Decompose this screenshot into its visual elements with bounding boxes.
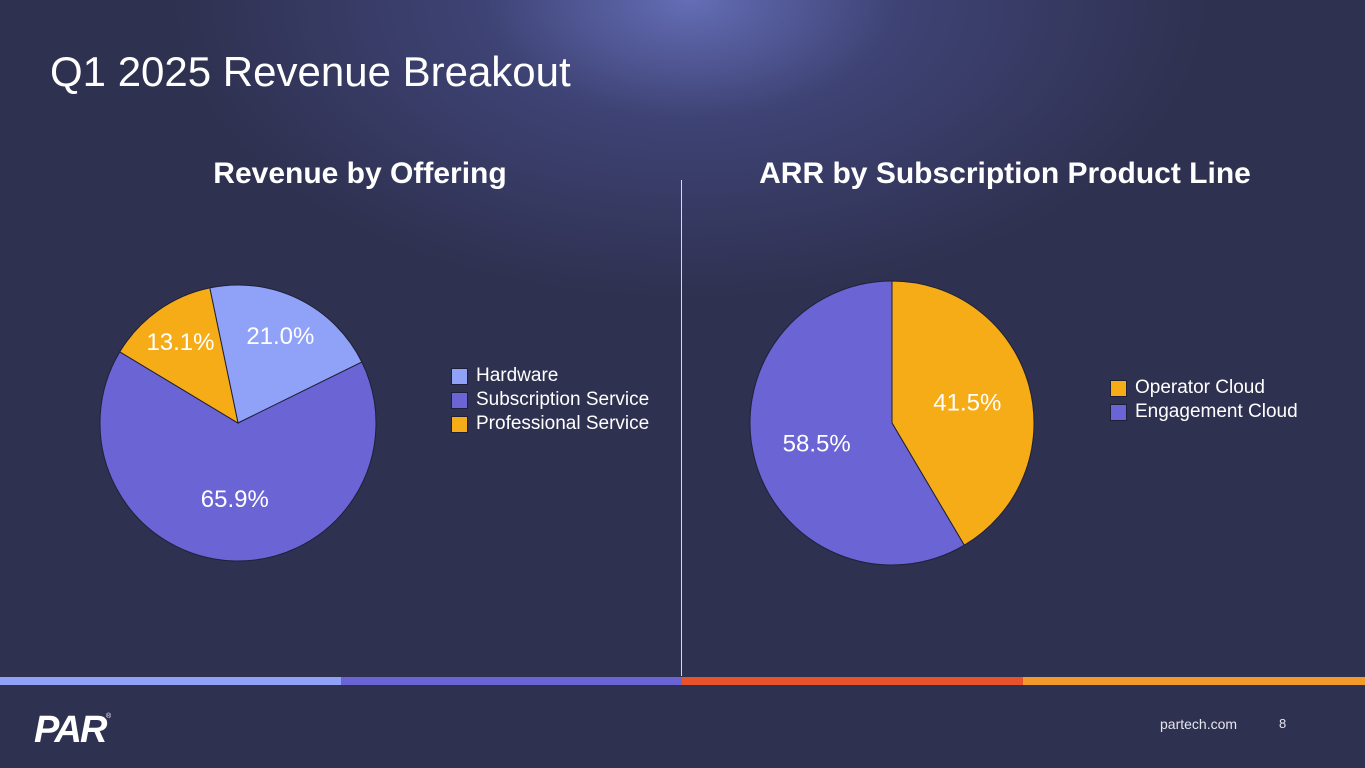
legend-revenue-by-offering: Hardware Subscription Service Profession… (451, 364, 649, 436)
data-label-subscription-service: 65.9% (201, 486, 269, 513)
footer-stripe-3 (682, 677, 1024, 685)
pie-slice-professional-service (119, 287, 239, 425)
legend-swatch-subscription-service (451, 391, 468, 409)
legend-item-hardware: Hardware (451, 364, 649, 388)
legend-swatch-operator-cloud (1110, 379, 1127, 397)
footer-stripe-2 (341, 677, 683, 685)
slide-title: Q1 2025 Revenue Breakout (50, 48, 571, 95)
data-label-hardware: 21.0% (246, 323, 314, 350)
chart-title-revenue-by-offering: Revenue by Offering (213, 157, 507, 190)
pie-slice-hardware (209, 284, 363, 424)
legend-swatch-professional-service (451, 415, 468, 433)
svg-text:®: ® (106, 712, 112, 720)
chart-title-arr-by-product-line: ARR by Subscription Product Line (759, 157, 1251, 190)
data-label-operator-cloud: 41.5% (933, 389, 1001, 416)
svg-text:PAR: PAR (34, 709, 108, 746)
chart-divider (681, 180, 682, 676)
data-label-engagement-cloud: 58.5% (783, 431, 851, 458)
legend-swatch-hardware (451, 367, 468, 385)
footer-url: partech.com (1160, 716, 1238, 732)
page-number: 8 (1279, 716, 1287, 731)
pie-slice-operator-cloud (891, 280, 1035, 546)
footer-stripe-1 (0, 677, 342, 685)
legend-item-engagement-cloud: Engagement Cloud (1110, 400, 1298, 424)
legend-label-engagement-cloud: Engagement Cloud (1135, 401, 1298, 422)
par-logo: PAR ® (34, 709, 112, 746)
pie-chart-arr-by-product-line: 41.5% 58.5% (749, 280, 1035, 566)
pie-slice-engagement-cloud (749, 280, 965, 566)
legend-label-operator-cloud: Operator Cloud (1135, 377, 1265, 398)
legend-swatch-engagement-cloud (1110, 403, 1127, 421)
legend-arr-by-product-line: Operator Cloud Engagement Cloud (1110, 376, 1298, 424)
legend-label-hardware: Hardware (476, 365, 559, 386)
legend-label-subscription-service: Subscription Service (476, 389, 650, 410)
data-label-professional-service: 13.1% (146, 329, 214, 356)
legend-item-subscription-service: Subscription Service (451, 388, 649, 412)
legend-item-professional-service: Professional Service (451, 412, 649, 436)
legend-label-professional-service: Professional Service (476, 413, 650, 434)
footer-stripe-4 (1023, 677, 1365, 685)
pie-slice-subscription-service (99, 351, 377, 562)
pie-chart-revenue-by-offering: 21.0% 65.9% 13.1% (99, 284, 377, 562)
legend-item-operator-cloud: Operator Cloud (1110, 376, 1298, 400)
